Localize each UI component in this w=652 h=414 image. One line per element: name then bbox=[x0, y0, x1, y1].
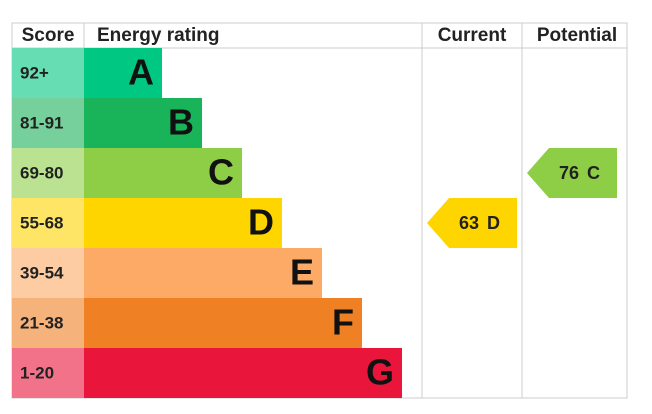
header: Current bbox=[438, 25, 507, 46]
rating-letter: B bbox=[168, 102, 194, 143]
score-range: 55-68 bbox=[20, 213, 63, 232]
arrow-score: 76 bbox=[559, 163, 579, 183]
rating-letter: D bbox=[248, 202, 274, 243]
rating-bar bbox=[84, 98, 202, 148]
rating-bar bbox=[84, 48, 162, 98]
score-range: 21-38 bbox=[20, 313, 63, 332]
rating-bar bbox=[84, 148, 242, 198]
header: Energy rating bbox=[97, 25, 219, 46]
rating-letter: F bbox=[332, 302, 354, 343]
rating-bar bbox=[84, 298, 362, 348]
score-range: 92+ bbox=[20, 63, 49, 82]
score-cell bbox=[12, 248, 84, 298]
rating-bar bbox=[84, 198, 282, 248]
score-cell bbox=[12, 98, 84, 148]
score-cell bbox=[12, 148, 84, 198]
header: Score bbox=[22, 25, 75, 46]
rating-letter: G bbox=[366, 352, 394, 393]
arrow-rating: C bbox=[587, 163, 600, 183]
score-range: 69-80 bbox=[20, 163, 63, 182]
score-cell bbox=[12, 348, 84, 398]
score-cell bbox=[12, 298, 84, 348]
arrow-score: 63 bbox=[459, 213, 479, 233]
score-range: 81-91 bbox=[20, 113, 63, 132]
score-range: 1-20 bbox=[20, 363, 54, 382]
rating-bar bbox=[84, 348, 402, 398]
score-cell bbox=[12, 48, 84, 98]
score-cell bbox=[12, 198, 84, 248]
header: Potential bbox=[537, 25, 617, 46]
rating-letter: C bbox=[208, 152, 234, 193]
arrow-rating: D bbox=[487, 213, 500, 233]
rating-arrow bbox=[527, 148, 617, 198]
score-range: 39-54 bbox=[20, 263, 64, 282]
rating-letter: A bbox=[128, 52, 154, 93]
rating-arrow bbox=[427, 198, 517, 248]
rating-bar bbox=[84, 248, 322, 298]
rating-letter: E bbox=[290, 252, 314, 293]
